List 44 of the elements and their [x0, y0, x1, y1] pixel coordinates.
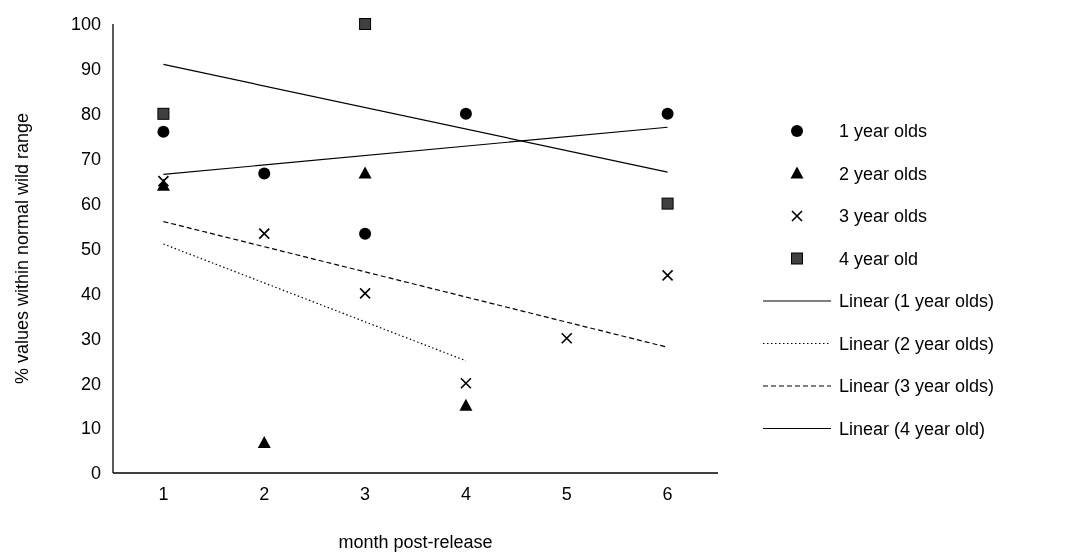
y-tick-label: 70	[80, 149, 101, 169]
y-tick-label: 90	[80, 59, 101, 80]
legend-label: 3 year olds	[839, 206, 928, 227]
point	[459, 398, 473, 411]
x-tick-label: 1	[158, 484, 169, 504]
point	[258, 227, 271, 240]
point	[359, 287, 371, 300]
legend-label: Linear (4 year old)	[839, 418, 986, 439]
point	[157, 175, 170, 187]
x-tick-label: 5	[561, 484, 572, 504]
y-tick-label: 60	[80, 193, 101, 214]
y-tick-label: 20	[80, 373, 101, 394]
point	[257, 435, 271, 448]
legend-label: Linear (2 year olds)	[839, 333, 995, 354]
point	[157, 107, 170, 120]
x-axis-title: month post-release	[338, 532, 493, 552]
y-tick-label: 100	[70, 14, 101, 35]
legend-label: 4 year old	[839, 248, 919, 269]
point	[358, 166, 372, 179]
point	[359, 18, 372, 30]
y-tick-label: 40	[80, 283, 101, 304]
point	[560, 332, 573, 345]
y-tick-label: 80	[80, 104, 101, 125]
legend-label: Linear (3 year olds)	[839, 376, 995, 397]
y-tick-label: 0	[90, 463, 101, 484]
y-tick-label: 50	[80, 238, 101, 259]
point	[157, 125, 170, 138]
y-tick-label: 10	[80, 418, 101, 439]
x-tick-label: 6	[662, 484, 673, 504]
point	[661, 107, 674, 120]
legend-label: Linear (1 year olds)	[839, 291, 995, 312]
x-tick-label: 3	[360, 484, 371, 504]
y-axis-title: % values within normal wild range	[12, 112, 32, 385]
point	[661, 197, 674, 210]
point	[661, 269, 674, 282]
x-tick-label: 4	[460, 484, 471, 504]
point	[460, 377, 472, 389]
point	[258, 167, 271, 180]
point	[359, 227, 372, 240]
y-tick-label: 30	[80, 328, 101, 349]
point	[459, 107, 472, 120]
legend-label: 1 year olds	[839, 121, 928, 142]
legend-label: 2 year olds	[839, 163, 928, 184]
x-tick-label: 2	[259, 484, 270, 504]
